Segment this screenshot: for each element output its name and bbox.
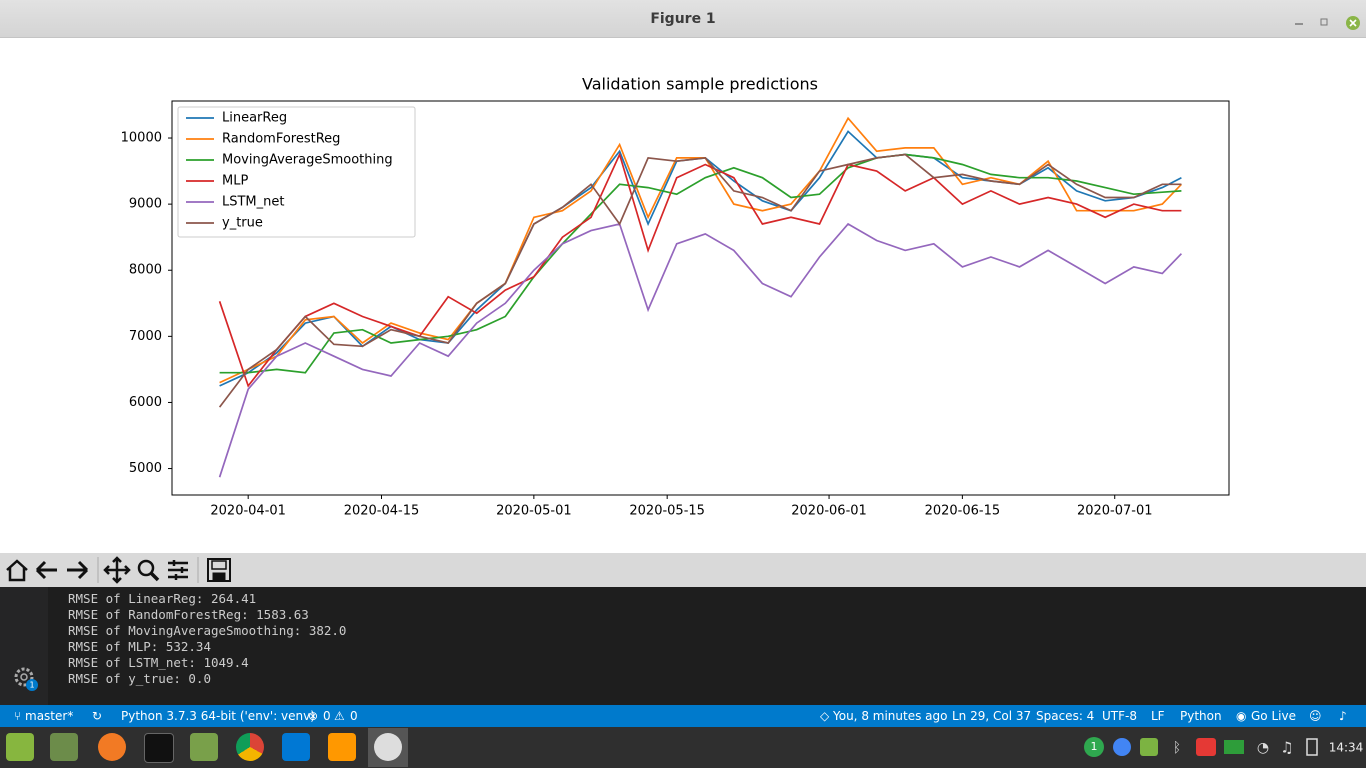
x-tick-label: 2020-06-15 [925, 504, 1001, 519]
x-tick-label: 2020-04-15 [344, 504, 420, 519]
error-icon[interactable]: ⊗ [308, 709, 319, 723]
window-controls [1295, 16, 1360, 30]
y-tick-label: 6000 [129, 395, 162, 410]
firefox[interactable] [98, 733, 126, 761]
y-tick-label: 7000 [129, 329, 162, 344]
terminal-launcher[interactable] [144, 733, 174, 763]
tray-check[interactable] [1140, 738, 1158, 756]
active-window[interactable] [368, 728, 408, 767]
interpreter[interactable]: Python 3.7.3 64-bit ('env': venv) [121, 709, 315, 723]
terminal-line: RMSE of LinearReg: 264.41 [68, 591, 257, 606]
plot-frame [171, 100, 1230, 496]
series-line [218, 153, 1182, 408]
terminal-line: RMSE of LSTM_net: 1049.4 [68, 655, 249, 670]
encoding[interactable]: UTF-8 [1102, 709, 1137, 723]
y-tick-label: 10000 [121, 131, 162, 146]
menu-button[interactable] [6, 733, 34, 761]
line-ending[interactable]: LF [1151, 709, 1165, 723]
legend: LinearReg RandomForestReg MovingAverageSmo… [177, 106, 416, 238]
back-button[interactable] [35, 560, 57, 580]
git-blame[interactable]: You, 8 minutes ago [833, 709, 948, 723]
tray-wifi[interactable]: ◔ [1257, 740, 1269, 756]
tray-sound[interactable]: ♫ [1280, 739, 1293, 757]
legend-label: LinearReg [222, 111, 287, 126]
chart-title: Validation sample predictions [582, 75, 818, 94]
legend-label: RandomForestReg [222, 132, 340, 147]
files[interactable] [190, 733, 218, 761]
feedback[interactable]: ☺ [1309, 709, 1322, 723]
show-desktop[interactable] [50, 733, 78, 761]
legend-label: MovingAverageSmoothing [222, 153, 393, 168]
terminal-line: RMSE of MLP: 532.34 [68, 639, 211, 654]
taskbar: 1 ᛒ ◔ ♫ 14:34 [0, 727, 1366, 768]
tray-clipboard[interactable] [1306, 738, 1318, 756]
vscode[interactable] [282, 733, 310, 761]
indentation[interactable]: Spaces: 4 [1036, 709, 1095, 723]
maximize[interactable] [1320, 18, 1328, 26]
language-mode[interactable]: Python [1180, 709, 1222, 723]
tray-bluetooth[interactable]: ᛒ [1173, 740, 1181, 756]
legend-label: MLP [222, 174, 248, 189]
window-title: Figure 1 [650, 11, 716, 27]
warning-icon[interactable]: ⚠ [334, 709, 345, 723]
forward-button[interactable] [67, 560, 89, 580]
tray-anydesk[interactable] [1196, 738, 1216, 756]
blame-icon: ◇ [820, 709, 830, 723]
error-count[interactable]: 0 [323, 709, 331, 723]
save-button[interactable] [207, 558, 231, 582]
y-tick-label: 9000 [129, 197, 162, 212]
x-tick-label: 2020-04-01 [210, 504, 286, 519]
system-tray: 1 ᛒ ◔ ♫ 14:34 [1084, 737, 1364, 757]
zoom-button[interactable] [137, 559, 160, 582]
home-button[interactable] [6, 559, 28, 582]
y-tick-label: 8000 [129, 263, 162, 278]
title-bar: Figure 1 [0, 0, 1366, 38]
status-bar: ⑂ master* ↻ Python 3.7.3 64-bit ('env': … [0, 705, 1366, 727]
terminal: 1 RMSE of LinearReg: 264.41 RMSE of Rando… [0, 587, 1366, 705]
chrome[interactable] [236, 733, 264, 761]
git-branch[interactable]: ⑂ master* [14, 709, 74, 723]
y-tick-label: 5000 [129, 461, 162, 476]
sync[interactable]: ↻ [92, 709, 103, 723]
settings-icon[interactable]: 1 [0, 587, 48, 705]
branch-name: master* [25, 709, 74, 723]
terminal-line: RMSE of MovingAverageSmoothing: 382.0 [68, 623, 347, 638]
go-live[interactable]: Go Live [1251, 709, 1296, 723]
warning-count[interactable]: 0 [350, 709, 358, 723]
tray-updates[interactable] [1084, 737, 1104, 757]
legend-box [177, 106, 416, 238]
plot-toolbar [0, 553, 1366, 587]
x-tick-label: 2020-05-01 [496, 504, 572, 519]
sublime[interactable] [328, 733, 356, 761]
series-line [218, 152, 1182, 388]
terminal-line: RMSE of RandomForestReg: 1583.63 [68, 607, 309, 622]
live-icon: ◉ [1236, 709, 1247, 723]
tray-badge: 1 [1091, 740, 1098, 753]
clock[interactable]: 14:34 [1329, 741, 1364, 755]
cursor-position[interactable]: Ln 29, Col 37 [952, 709, 1032, 723]
tray-chrome[interactable] [1113, 738, 1131, 756]
legend-label: LSTM_net [222, 195, 285, 210]
tray-keyboard[interactable] [1224, 740, 1244, 754]
x-tick-label: 2020-05-15 [629, 504, 705, 519]
configure-button[interactable] [168, 560, 188, 580]
toolbar-icons [6, 556, 231, 584]
x-tick-label: 2020-06-01 [791, 504, 867, 519]
terminal-line: RMSE of y_true: 0.0 [68, 671, 211, 686]
pan-button[interactable] [103, 556, 131, 584]
notifications[interactable]: ♪ [1339, 709, 1347, 723]
settings-badge: 1 [29, 681, 34, 690]
legend-label: y_true [222, 216, 263, 231]
x-tick-label: 2020-07-01 [1077, 504, 1153, 519]
series-line [218, 222, 1183, 478]
terminal-gutter: 1 [0, 587, 48, 705]
figure: Validation sample predictions 5000 6000 70… [121, 75, 1230, 519]
